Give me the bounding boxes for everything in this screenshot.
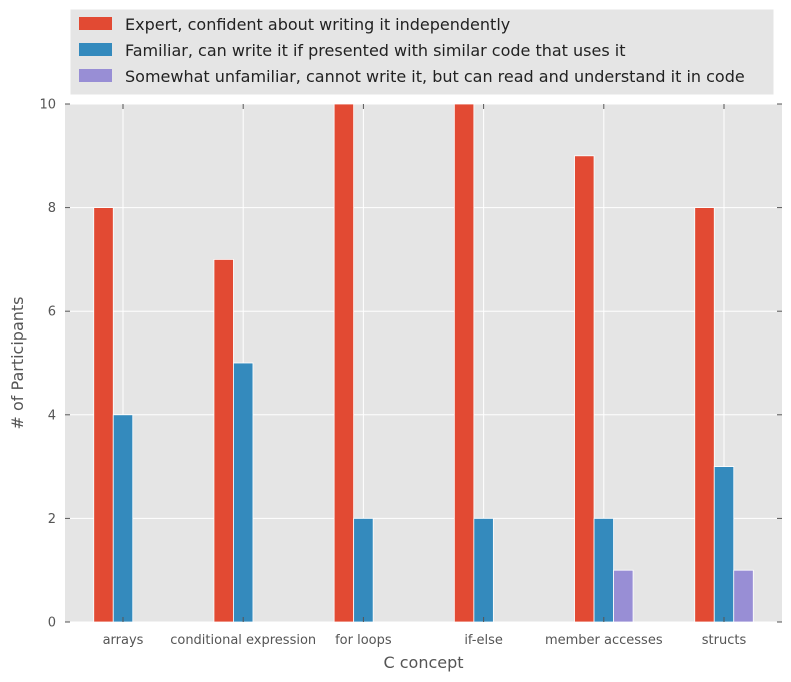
- bar-familiar: [473, 518, 494, 623]
- bars: [93, 103, 754, 623]
- x-tick-label: if-else: [464, 633, 503, 648]
- x-axis-label: C concept: [383, 653, 463, 672]
- bar-familiar: [713, 466, 735, 623]
- legend-label: Familiar, can write it if presented with…: [125, 41, 626, 60]
- bar-expert: [93, 207, 114, 623]
- x-tick-label: for loops: [335, 633, 392, 648]
- bar-expert: [213, 258, 234, 623]
- bar-familiar: [593, 518, 614, 623]
- bar-expert: [453, 103, 475, 623]
- y-axis-label: # of Participants: [8, 297, 27, 430]
- legend-label: Somewhat unfamiliar, cannot write it, bu…: [125, 67, 745, 86]
- y-axis-ticks: 0 2 4 6 8 10: [39, 98, 782, 631]
- legend-swatch: [79, 43, 112, 56]
- x-tick-label: member accesses: [545, 633, 663, 648]
- legend-swatch: [79, 17, 112, 30]
- y-tick-label: 10: [39, 98, 56, 113]
- bar-expert: [333, 103, 355, 623]
- legend: Expert, confident about writing it indep…: [70, 9, 774, 95]
- bar-familiar: [112, 414, 134, 623]
- legend-label: Expert, confident about writing it indep…: [125, 15, 510, 34]
- x-tick-label: conditional expression: [170, 633, 316, 648]
- plot-area: [65, 104, 782, 622]
- bar-familiar: [353, 518, 374, 623]
- x-tick-label: structs: [702, 633, 747, 648]
- x-tick-label: arrays: [103, 633, 144, 648]
- y-tick-label: 4: [48, 408, 56, 423]
- x-axis-ticks: arrays conditional expression for loops if-…: [103, 104, 747, 648]
- bar-somewhat-unfamiliar: [733, 569, 754, 623]
- y-tick-label: 8: [48, 201, 56, 216]
- bar-somewhat-unfamiliar: [613, 569, 634, 623]
- bar-expert: [694, 207, 715, 623]
- y-tick-label: 2: [48, 512, 56, 527]
- y-tick-label: 6: [48, 305, 56, 320]
- legend-swatch: [79, 69, 112, 82]
- bar-familiar: [233, 362, 254, 623]
- y-tick-label: 0: [48, 616, 56, 631]
- legend-box: [70, 9, 774, 95]
- bar-expert: [574, 155, 595, 623]
